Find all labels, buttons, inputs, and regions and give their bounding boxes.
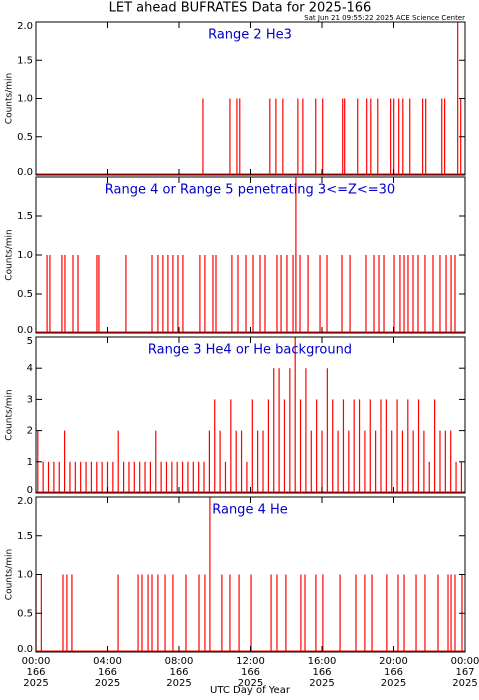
y-axis-label: Counts/min	[5, 73, 15, 124]
x-tick-day: 166	[312, 667, 331, 678]
y-tick-label: 3	[27, 394, 33, 405]
y-tick-label: 5	[27, 336, 33, 347]
y-tick-label: 2.0	[17, 496, 33, 507]
timestamp: Sat Jun 21 09:55:22 2025 ACE Science Cen…	[304, 14, 465, 22]
y-tick-label: 0.5	[17, 608, 33, 619]
x-tick-label: 16:00	[308, 656, 337, 667]
y-tick-label: 1.5	[17, 211, 33, 222]
y-tick-label: 2.0	[17, 21, 33, 32]
y-tick-label: 0.0	[17, 325, 33, 336]
x-tick-label: 04:00	[93, 656, 122, 667]
x-tick-label: 20:00	[379, 656, 408, 667]
y-tick-label: 1.0	[17, 250, 33, 261]
plot-frame	[35, 21, 466, 176]
x-tick-day: 166	[169, 667, 188, 678]
x-tick-day: 166	[98, 667, 117, 678]
y-tick-label: 1.5	[17, 531, 33, 542]
x-tick-day: 166	[26, 667, 45, 678]
panel-subtitle: Range 4 or Range 5 penetrating 3<=Z<=30	[105, 183, 395, 198]
y-tick-label: 0.5	[17, 289, 33, 300]
y-tick-label: 4	[27, 363, 33, 374]
y-tick-label: 0.0	[17, 167, 33, 178]
y-tick-label: 0.0	[17, 644, 33, 655]
panel-subtitle: Range 2 He3	[208, 28, 292, 43]
y-axis-label: Counts/min	[5, 229, 15, 280]
x-tick-label: 00:00	[451, 656, 479, 667]
x-tick-label: 12:00	[236, 656, 265, 667]
x-tick-year: 2025	[309, 678, 334, 689]
y-tick-label: 1.5	[17, 55, 33, 66]
y-tick-label: 1.0	[17, 570, 33, 581]
x-tick-year: 2025	[381, 678, 406, 689]
y-tick-label: 2	[27, 426, 33, 437]
y-tick-label: 0	[27, 485, 33, 496]
x-tick-label: 00:00	[22, 656, 51, 667]
x-tick-year: 2025	[166, 678, 191, 689]
x-tick-day: 167	[455, 667, 474, 678]
x-tick-year: 2025	[23, 678, 48, 689]
y-axis-label: Counts/min	[5, 389, 15, 440]
y-tick-label: 1	[27, 457, 33, 468]
plot-frame	[35, 336, 466, 494]
x-tick-year: 2025	[95, 678, 120, 689]
x-axis-label: UTC Day of Year	[210, 685, 291, 696]
x-tick-day: 166	[241, 667, 260, 678]
x-tick-year: 2025	[452, 678, 477, 689]
y-tick-label: 1.0	[17, 94, 33, 105]
chart-title: LET ahead BUFRATES Data for 2025-166	[109, 1, 372, 16]
plot-frame	[35, 176, 466, 334]
x-tick-day: 166	[384, 667, 403, 678]
y-tick-label: 0.5	[17, 132, 33, 143]
y-axis-label: Counts/min	[5, 549, 15, 600]
x-tick-label: 08:00	[165, 656, 194, 667]
panel-subtitle: Range 3 He4 or He background	[148, 343, 352, 358]
panel-subtitle: Range 4 He	[212, 503, 288, 518]
x-tick-year: 2025	[238, 678, 263, 689]
